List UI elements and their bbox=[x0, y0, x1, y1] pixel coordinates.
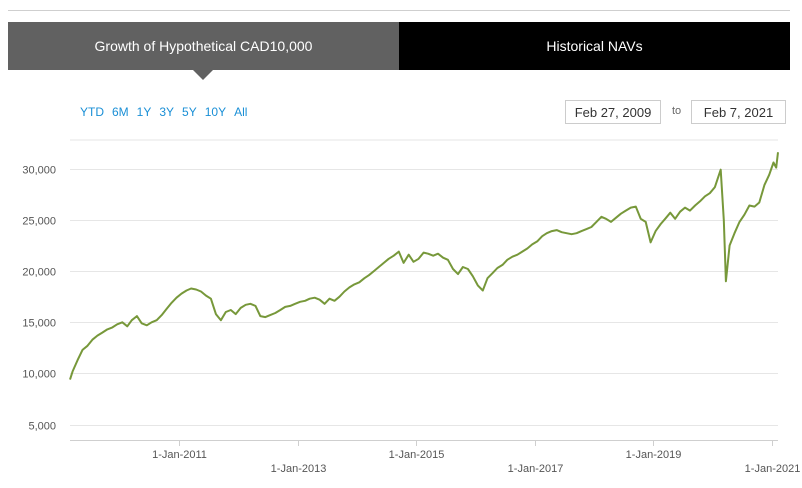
y-tick-label: 5,000 bbox=[28, 421, 56, 433]
y-tick-label: 10,000 bbox=[22, 369, 56, 381]
x-tick-label: 1-Jan-2015 bbox=[389, 449, 445, 461]
y-tick-label: 30,000 bbox=[22, 165, 56, 177]
growth-series-line bbox=[70, 152, 778, 379]
x-tick-label: 1-Jan-2017 bbox=[508, 463, 564, 475]
y-tick-label: 15,000 bbox=[22, 318, 56, 330]
x-tick-label: 1-Jan-2011 bbox=[152, 449, 207, 461]
x-tick-label: 1-Jan-2021 bbox=[745, 463, 801, 475]
y-tick-label: 20,000 bbox=[22, 267, 56, 279]
x-tick-label: 1-Jan-2013 bbox=[271, 463, 327, 475]
y-tick-label: 25,000 bbox=[22, 216, 56, 228]
x-tick-label: 1-Jan-2019 bbox=[626, 449, 682, 461]
